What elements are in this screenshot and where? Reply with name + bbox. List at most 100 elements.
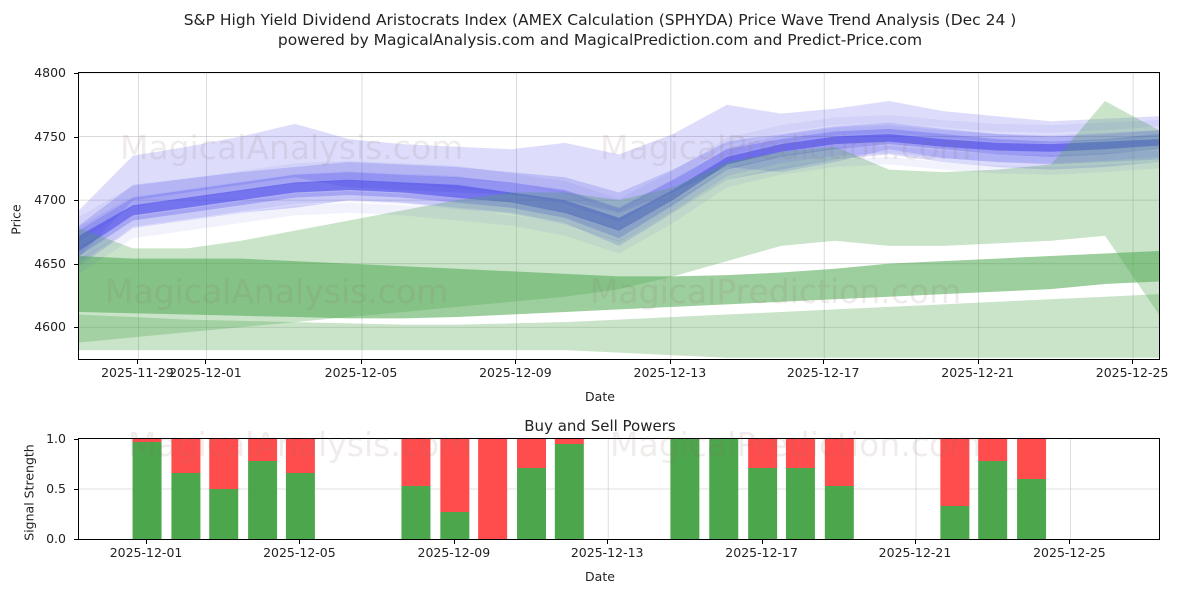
price-y-tick-label: 4800: [34, 65, 66, 80]
bar-group[interactable]: [478, 439, 508, 539]
buy-power-bar[interactable]: [285, 473, 315, 539]
power-x-tick-label: 2025-12-13: [570, 545, 644, 560]
sell-power-bar[interactable]: [824, 439, 854, 486]
price-x-tick-mark: [515, 360, 517, 364]
figure-title-line-1: S&P High Yield Dividend Aristocrats Inde…: [183, 11, 1017, 29]
sell-power-bar[interactable]: [209, 439, 239, 489]
power-y-tick-label: 0.0: [46, 531, 66, 546]
wave-band-blue-echo-0: [79, 145, 1159, 263]
wave-band-blue-echo-2: [79, 156, 1159, 274]
price-x-tick-label: 2025-12-17: [786, 365, 860, 380]
power-x-tick-mark: [607, 540, 609, 544]
price-y-tick-mark: [74, 327, 78, 329]
sell-power-bar[interactable]: [171, 439, 201, 473]
power-x-axis-label: Date: [585, 569, 615, 584]
bar-group[interactable]: [171, 439, 201, 539]
bar-group[interactable]: [248, 439, 278, 539]
power-x-tick-mark: [146, 540, 148, 544]
bar-group[interactable]: [209, 439, 239, 539]
buy-power-bar[interactable]: [517, 468, 547, 539]
sell-power-bar[interactable]: [978, 439, 1008, 461]
price-x-tick-mark: [137, 360, 139, 364]
bar-group[interactable]: [1017, 439, 1047, 539]
power-x-tick-label: 2025-12-09: [417, 545, 491, 560]
price-x-tick-label: 2025-12-21: [941, 365, 1014, 380]
bar-group[interactable]: [978, 439, 1008, 539]
bar-group[interactable]: [440, 439, 470, 539]
buy-power-bar[interactable]: [1017, 479, 1047, 539]
price-x-tick-mark: [360, 360, 362, 364]
price-y-tick-label: 4650: [34, 255, 66, 271]
buy-power-bar[interactable]: [248, 461, 278, 539]
sell-power-bar[interactable]: [554, 439, 584, 444]
price-x-tick-label: 2025-12-09: [479, 365, 552, 380]
price-x-tick-label: 2025-11-29: [101, 365, 174, 380]
price-x-tick-mark: [205, 360, 207, 364]
sell-power-bar[interactable]: [1017, 439, 1047, 479]
buy-power-bar[interactable]: [440, 512, 470, 539]
bar-group[interactable]: [940, 439, 970, 539]
power-x-tick-label: 2025-12-25: [1033, 545, 1106, 560]
bar-group[interactable]: [401, 439, 431, 539]
power-x-tick-mark: [761, 540, 763, 544]
price-x-tick-label: 2025-12-13: [633, 365, 707, 380]
price-y-tick-label: 4750: [34, 128, 66, 144]
sell-power-bar[interactable]: [440, 439, 470, 512]
bar-group[interactable]: [824, 439, 854, 539]
power-x-tick-label: 2025-12-05: [263, 545, 336, 560]
power-x-tick-label: 2025-12-17: [725, 545, 798, 560]
power-x-tick-mark: [915, 540, 916, 544]
buy-power-bar[interactable]: [940, 506, 970, 539]
buy-power-bar[interactable]: [748, 468, 778, 539]
power-y-tick-mark: [74, 439, 78, 440]
buy-power-bar[interactable]: [171, 473, 201, 539]
price-y-tick-mark: [74, 263, 78, 265]
bar-group[interactable]: [517, 439, 547, 539]
sell-power-bar[interactable]: [248, 439, 278, 461]
bar-group[interactable]: [709, 439, 739, 539]
bar-group[interactable]: [285, 439, 315, 539]
price-wave-svg: [79, 73, 1159, 359]
buy-power-bar[interactable]: [209, 489, 239, 539]
power-y-tick-mark: [74, 539, 78, 540]
power-y-tick-label: 1.0: [46, 431, 66, 446]
buy-power-bar[interactable]: [554, 444, 584, 539]
bar-group[interactable]: [785, 439, 815, 539]
buy-power-bar[interactable]: [709, 439, 739, 539]
wave-band-blue-band-2-upper: [79, 122, 1159, 267]
buy-power-bar[interactable]: [401, 486, 431, 539]
price-y-tick-label: 4600: [34, 319, 66, 335]
wave-band-green-band-dark-upper: [79, 250, 1159, 319]
price-x-axis-label: Date: [585, 389, 615, 404]
sell-power-bar[interactable]: [748, 439, 778, 468]
sell-power-bar[interactable]: [401, 439, 431, 486]
sell-power-bar[interactable]: [517, 439, 547, 468]
bar-group[interactable]: [132, 439, 162, 539]
sell-power-bar[interactable]: [285, 439, 315, 473]
buy-power-bar[interactable]: [670, 439, 700, 539]
price-x-tick-mark: [823, 360, 825, 364]
price-y-tick-mark: [74, 73, 78, 74]
power-y-axis-label: Signal Strength: [21, 444, 37, 541]
bar-group[interactable]: [670, 439, 700, 539]
bar-group[interactable]: [748, 439, 778, 539]
power-x-tick-label: 2025-12-21: [878, 545, 952, 560]
buy-power-bar[interactable]: [785, 468, 815, 539]
buy-power-bar[interactable]: [978, 461, 1008, 539]
bar-group[interactable]: [554, 439, 584, 539]
power-chart-plot-area: [78, 438, 1160, 540]
buy-power-bar[interactable]: [132, 442, 162, 539]
buy-power-bar[interactable]: [824, 486, 854, 539]
power-x-tick-label: 2025-12-01: [109, 545, 183, 560]
sell-power-bar[interactable]: [132, 439, 162, 442]
wave-band-blue-echo-3: [79, 114, 1159, 232]
price-y-tick-mark: [74, 136, 78, 138]
sell-power-bar[interactable]: [940, 439, 970, 506]
price-y-axis-label: Price: [8, 204, 24, 235]
sell-power-bar[interactable]: [478, 439, 508, 539]
sell-power-bar[interactable]: [785, 439, 815, 468]
power-x-tick-mark: [1069, 540, 1071, 544]
buy-sell-bars-svg: [79, 439, 1159, 539]
price-chart-plot-area: [78, 72, 1160, 360]
